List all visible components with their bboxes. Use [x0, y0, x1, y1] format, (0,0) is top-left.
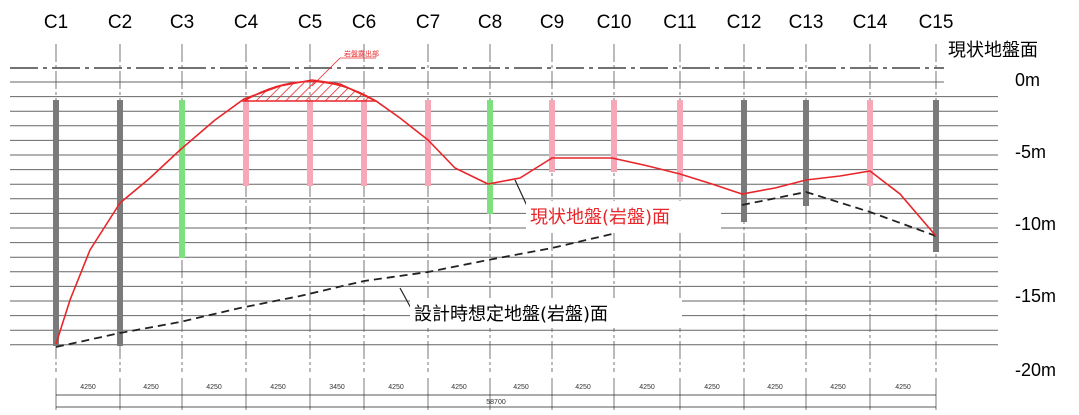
actual-rock-line — [55, 79, 937, 345]
pile — [179, 100, 185, 258]
span-dimension: 4250 — [388, 384, 404, 391]
small-note: 岩盤露出部 — [344, 49, 379, 58]
pile — [741, 100, 747, 222]
column-label: C2 — [108, 12, 132, 33]
piles — [53, 100, 939, 346]
span-dimension: 4250 — [639, 384, 655, 391]
column-label: C10 — [597, 12, 632, 33]
column-label: C7 — [416, 12, 440, 33]
pile — [53, 100, 59, 346]
span-dimension: 4250 — [80, 384, 96, 391]
depth-label: -20m — [1015, 360, 1056, 380]
pile — [487, 100, 493, 214]
dimension-lines: 4250 4250 4250 4250 3450 4250 4250 4250 4250 4250… — [55, 378, 937, 410]
pile — [549, 100, 555, 172]
span-dimension: 4250 — [513, 384, 529, 391]
pile — [867, 100, 873, 186]
column-label: C3 — [170, 12, 194, 33]
pile — [307, 100, 313, 186]
span-dimension: 4250 — [143, 384, 159, 391]
column-label: C4 — [234, 12, 259, 33]
depth-label: -15m — [1015, 286, 1056, 306]
column-label: C14 — [853, 12, 888, 33]
pile — [243, 100, 249, 186]
depth-label: -5m — [1015, 142, 1046, 162]
total-dimension: 58700 — [486, 399, 506, 406]
design-rock-line-right — [741, 191, 937, 237]
depth-labels: 0m -5m -10m -15m -20m — [1015, 70, 1056, 380]
ground-surface-label: 現状地盤面 — [948, 40, 1038, 60]
pile — [425, 100, 431, 186]
design-rock-label-bg — [410, 298, 682, 328]
span-dimension: 4250 — [575, 384, 591, 391]
ground-label-bg — [944, 34, 1076, 88]
span-dimension: 4250 — [767, 384, 783, 391]
depth-label: 0m — [1015, 70, 1040, 90]
pile — [361, 100, 367, 186]
span-dimension: 4250 — [704, 384, 720, 391]
actual-rock-label: 現状地盤(岩盤)面 — [530, 207, 670, 228]
actual-rock-label-bg — [526, 201, 721, 231]
column-label: C1 — [44, 12, 68, 33]
column-label: C11 — [663, 12, 696, 33]
pile — [117, 100, 123, 346]
pile — [611, 100, 617, 172]
column-label: C15 — [919, 12, 954, 33]
column-labels: C1 C2 C3 C4 C5 C6 C7 C8 C9 C10 C11 C12 C13 C14 C15 — [44, 12, 954, 33]
span-dimension: 3450 — [329, 384, 345, 391]
span-dimension: 4250 — [206, 384, 222, 391]
pile — [677, 100, 683, 182]
span-dimension: 4250 — [895, 384, 911, 391]
depth-label: -10m — [1015, 214, 1056, 234]
pile — [803, 100, 809, 206]
design-rock-label: 設計時想定地盤(岩盤)面 — [414, 304, 608, 325]
column-label: C13 — [789, 12, 824, 33]
column-label: C8 — [478, 12, 502, 33]
design-rock-line — [55, 233, 613, 348]
column-label: C9 — [540, 12, 564, 33]
span-dimension: 4250 — [830, 384, 846, 391]
column-label: C6 — [352, 12, 376, 33]
span-dimension: 4250 — [451, 384, 467, 391]
actual-rock-leader — [514, 179, 529, 209]
column-label: C5 — [298, 12, 322, 33]
pile — [933, 100, 939, 252]
column-label: C12 — [727, 12, 762, 33]
span-dimension: 4250 — [270, 384, 286, 391]
